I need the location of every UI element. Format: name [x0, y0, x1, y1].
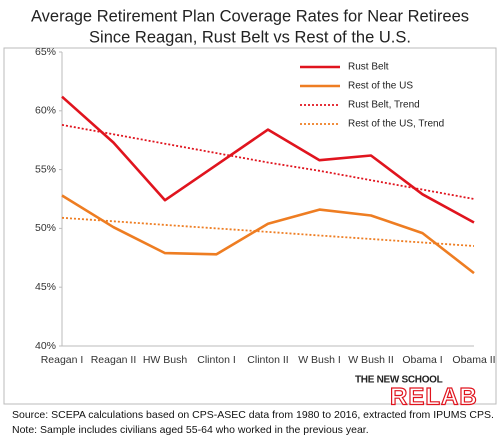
legend-label: Rest of the US — [348, 81, 413, 92]
x-tick-label: Obama II — [452, 354, 495, 366]
y-tick-label: 45% — [35, 281, 56, 293]
chart-title: Average Retirement Plan Coverage Rates f… — [31, 7, 469, 25]
y-tick-label: 55% — [35, 163, 56, 175]
legend-label: Rust Belt — [348, 62, 389, 73]
y-tick-label: 40% — [35, 340, 56, 352]
x-tick-label: Reagan II — [91, 354, 137, 366]
x-tick-label: Clinton II — [247, 354, 288, 366]
x-tick-label: Clinton I — [197, 354, 236, 366]
chart-title: Since Reagan, Rust Belt vs Rest of the U… — [89, 28, 411, 46]
sample-note: Note: Sample includes civilians aged 55-… — [12, 424, 369, 436]
legend-label: Rest of the US, Trend — [348, 119, 444, 130]
series-line — [61, 194, 475, 275]
legend-label: Rust Belt, Trend — [348, 100, 420, 111]
y-tick-label: 60% — [35, 105, 56, 117]
x-tick-label: W Bush II — [348, 354, 394, 366]
logo-main: RELAB — [390, 383, 478, 410]
x-tick-label: Reagan I — [41, 354, 84, 366]
y-tick-label: 65% — [35, 46, 56, 58]
source-note: Source: SCEPA calculations based on CPS-… — [12, 409, 494, 421]
x-tick-label: Obama I — [402, 354, 442, 366]
series-line — [61, 124, 475, 200]
chart-frame — [3, 47, 497, 405]
logo-top: THE NEW SCHOOL — [355, 375, 443, 386]
series-line — [61, 95, 475, 224]
series-line — [61, 216, 475, 247]
x-tick-label: HW Bush — [143, 354, 188, 366]
x-tick-label: W Bush I — [298, 354, 341, 366]
y-tick-label: 50% — [35, 222, 56, 234]
